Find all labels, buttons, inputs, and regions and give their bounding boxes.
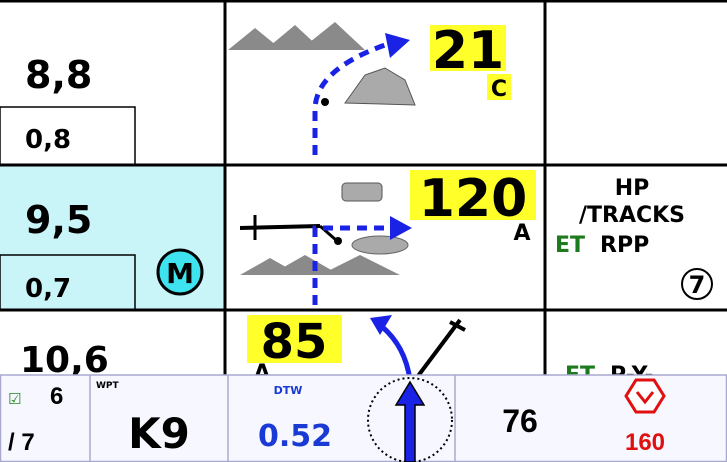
count: 7 — [689, 271, 706, 299]
speed: 120 — [419, 169, 528, 229]
speed-box — [430, 25, 506, 71]
sub-distance: 0,8 — [25, 125, 71, 155]
speed: 85 — [261, 314, 328, 370]
speed-box — [410, 170, 536, 220]
limit-icon — [635, 391, 655, 405]
info: HP — [615, 176, 650, 201]
dtw: 0.52 — [258, 419, 332, 454]
speed-code: A — [513, 221, 530, 246]
distance: 8,8 — [25, 53, 92, 97]
footer — [0, 374, 727, 462]
route-arrow — [370, 315, 392, 335]
track — [319, 224, 337, 242]
distance: 9,5 — [25, 198, 92, 242]
wpt-label: WPT — [96, 381, 120, 391]
sub-distance: 0,7 — [25, 274, 71, 304]
speed-code: C — [491, 77, 507, 102]
wpt: K9 — [128, 409, 190, 458]
terrain — [240, 182, 409, 275]
index: 6 — [50, 383, 63, 410]
track — [239, 224, 321, 230]
limit: 160 — [625, 429, 665, 456]
route-arrow — [390, 216, 412, 240]
heading-ring — [367, 377, 453, 462]
speed: 21 — [432, 21, 504, 81]
node — [321, 98, 329, 106]
info: /TRACKS — [579, 203, 685, 228]
node — [334, 237, 342, 245]
mountains — [228, 22, 416, 106]
route — [378, 323, 413, 381]
distance: 10,6 — [20, 340, 109, 381]
dtw-label: DTW — [274, 384, 303, 397]
route-arrow — [385, 33, 410, 58]
code-box — [487, 74, 511, 100]
mode: M — [166, 257, 194, 290]
value: 76 — [502, 403, 538, 439]
total: / 7 — [8, 429, 35, 456]
limit-hexagon — [624, 378, 666, 414]
grid — [0, 0, 727, 375]
mode-circle — [156, 248, 204, 296]
count-circle — [681, 268, 713, 300]
route — [312, 225, 390, 305]
status-green: ET — [555, 233, 585, 258]
heading-arrow — [394, 380, 426, 462]
status: RPP — [600, 233, 649, 258]
track — [413, 318, 466, 382]
speed-box — [247, 315, 342, 363]
check: ☑ — [8, 390, 21, 408]
